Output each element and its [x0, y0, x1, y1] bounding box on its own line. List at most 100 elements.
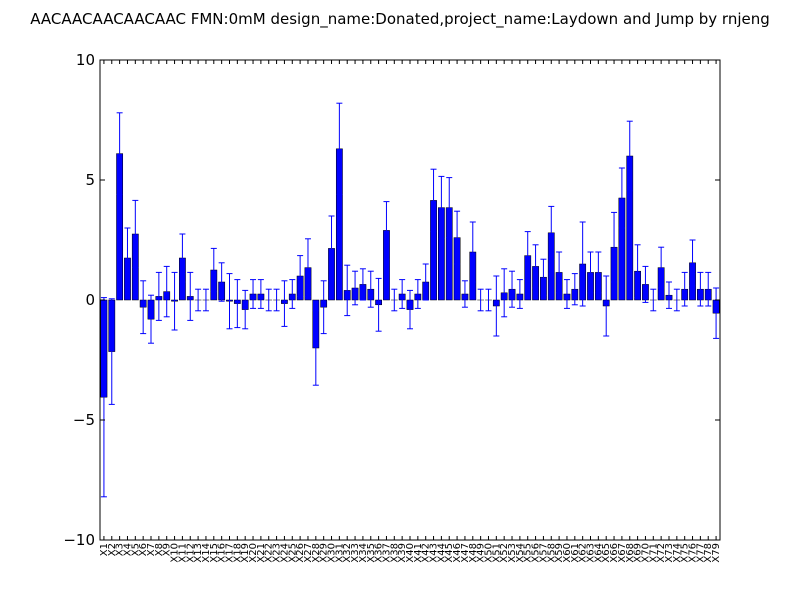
x-tick-label: X56: [531, 543, 542, 563]
x-tick-label: X65: [601, 543, 612, 563]
x-tick-label: X62: [578, 543, 589, 563]
x-tick-label: X71: [648, 543, 659, 563]
error-bar-X34: [359, 268, 366, 301]
x-tick-label: X67: [617, 543, 628, 563]
error-bar-X28: [312, 310, 319, 386]
error-bar-X62: [579, 221, 586, 307]
error-bar-X53: [509, 270, 516, 308]
x-tick-label: X74: [672, 543, 683, 563]
error-bar-X73: [665, 281, 672, 309]
error-bar-X64: [595, 251, 602, 294]
error-bar-X27: [304, 238, 311, 297]
error-bar-X57: [540, 258, 547, 296]
x-tick-label: X55: [523, 543, 534, 563]
error-bar-X1: [100, 297, 107, 498]
x-tick-label: X40: [405, 543, 416, 563]
bars-layer: [100, 148, 720, 398]
x-tick-label: X2: [107, 543, 118, 556]
error-bar-X48: [469, 221, 476, 283]
x-tick-label: X11: [177, 543, 188, 563]
error-bar-X36: [375, 277, 382, 332]
x-tick-label: X30: [327, 543, 338, 563]
error-bar-X8: [155, 271, 162, 321]
x-tick-label: X72: [656, 543, 667, 563]
error-bar-X13: [195, 288, 202, 312]
error-bar-X30: [328, 215, 335, 282]
error-bar-X66: [611, 211, 618, 283]
error-bar-X23: [273, 288, 280, 312]
x-tick-label: X68: [625, 543, 636, 563]
x-tick-label: X46: [452, 543, 463, 563]
x-tick-label: X58: [546, 543, 557, 563]
x-tick-label: X9: [162, 543, 173, 556]
x-tick-label: X37: [381, 543, 392, 563]
x-tick-label: X17: [224, 543, 235, 563]
error-bar-X25: [289, 279, 296, 309]
x-axis: X1X2X3X4X5X6X7X8X9X10X11X12X13X14X15X16X…: [99, 60, 722, 563]
error-bar-X5: [132, 199, 139, 269]
error-bar-X56: [532, 244, 539, 289]
x-tick-label: X78: [703, 543, 714, 563]
y-tick-label: −10: [63, 531, 95, 549]
x-tick-label: X22: [264, 543, 275, 563]
x-tick-label: X21: [256, 543, 267, 563]
error-bar-X70: [642, 265, 649, 303]
error-bar-X41: [414, 279, 421, 309]
error-bar-X24: [281, 280, 288, 327]
error-bar-X45: [446, 177, 453, 239]
error-bars-layer: [100, 102, 720, 498]
error-bar-X43: [430, 168, 437, 233]
x-tick-label: X3: [115, 543, 126, 556]
x-tick-label: X43: [429, 543, 440, 563]
x-tick-label: X7: [146, 543, 157, 556]
error-bar-X79: [713, 287, 720, 339]
x-tick-label: X76: [688, 543, 699, 563]
x-tick-label: X48: [468, 543, 479, 563]
error-bar-X61: [571, 273, 578, 306]
error-bar-X52: [501, 268, 508, 318]
error-bar-X51: [493, 275, 500, 337]
error-bar-X3: [116, 112, 123, 195]
x-tick-label: X8: [154, 543, 165, 556]
error-bar-X18: [234, 279, 241, 329]
error-bar-X65: [603, 275, 610, 337]
x-tick-label: X66: [609, 543, 620, 563]
error-bar-X58: [548, 205, 555, 260]
error-bar-X9: [163, 265, 170, 318]
error-bar-X44: [438, 175, 445, 240]
error-bar-X75: [681, 271, 688, 307]
error-bar-X46: [454, 210, 461, 265]
error-bar-X38: [391, 288, 398, 312]
error-bar-X26: [297, 255, 304, 297]
x-tick-label: X51: [491, 543, 502, 563]
error-bar-X42: [422, 263, 429, 301]
y-tick-label: 5: [85, 171, 95, 189]
error-bar-X77: [697, 271, 704, 307]
x-tick-label: X45: [444, 543, 455, 563]
x-tick-label: X52: [499, 543, 510, 563]
x-tick-label: X20: [248, 543, 259, 563]
error-bar-X50: [485, 288, 492, 312]
x-tick-label: X33: [350, 543, 361, 563]
x-tick-label: X14: [201, 543, 212, 563]
error-bar-X7: [148, 294, 155, 344]
error-bar-X4: [124, 227, 131, 289]
x-tick-label: X44: [436, 543, 447, 563]
y-tick-label: −5: [73, 411, 95, 429]
x-tick-label: X15: [209, 543, 220, 563]
x-tick-label: X57: [538, 543, 549, 563]
x-tick-label: X60: [562, 543, 573, 563]
error-bar-X60: [563, 279, 570, 309]
error-bar-X69: [634, 244, 641, 299]
x-tick-label: X34: [358, 543, 369, 563]
error-bar-X59: [556, 251, 563, 294]
error-bar-X47: [461, 280, 468, 308]
x-tick-label: X35: [366, 543, 377, 563]
error-bar-X11: [179, 233, 186, 283]
x-tick-label: X79: [711, 543, 722, 563]
x-tick-label: X13: [193, 543, 204, 563]
error-bar-X71: [650, 288, 657, 312]
error-bar-X49: [477, 288, 484, 312]
x-tick-label: X50: [483, 543, 494, 563]
